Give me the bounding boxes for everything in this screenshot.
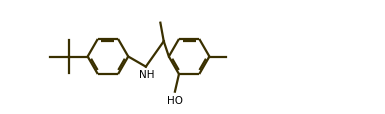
- Text: NH: NH: [139, 69, 154, 79]
- Text: HO: HO: [167, 95, 183, 105]
